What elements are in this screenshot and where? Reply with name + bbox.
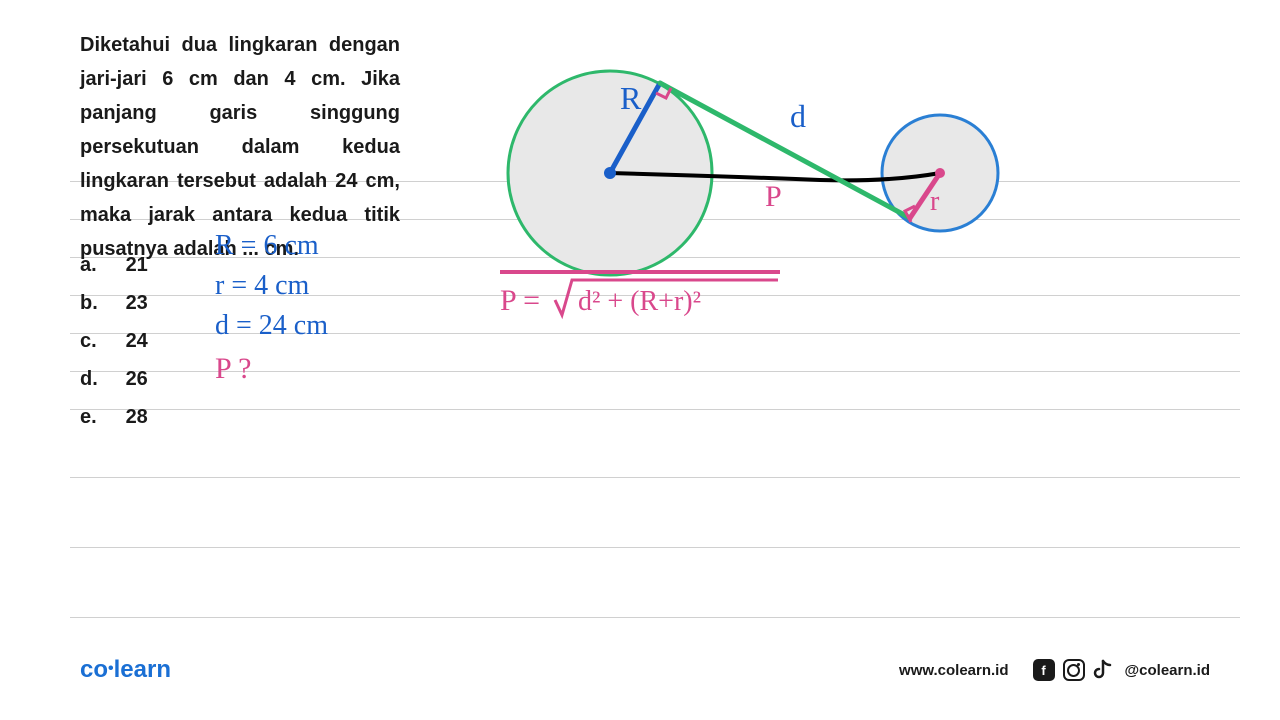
option-e: e. 28 bbox=[80, 406, 148, 429]
label-P: P bbox=[765, 180, 782, 214]
social-icons: f @colearn.id bbox=[1033, 659, 1210, 681]
option-letter: e. bbox=[80, 406, 120, 429]
tiktok-icon bbox=[1093, 659, 1113, 681]
tangent-circles-diagram: R d P r bbox=[470, 58, 1050, 288]
option-letter: c. bbox=[80, 330, 120, 353]
logo-co: co bbox=[80, 656, 108, 683]
ruled-line bbox=[70, 617, 1240, 618]
option-value: 26 bbox=[126, 368, 148, 390]
given-r: r = 4 cm bbox=[215, 270, 309, 302]
option-value: 23 bbox=[126, 292, 148, 314]
center-dot-big bbox=[604, 167, 616, 179]
option-value: 28 bbox=[126, 406, 148, 428]
ruled-line bbox=[70, 409, 1240, 410]
formula-text: P = bbox=[500, 284, 540, 317]
diagram-svg bbox=[470, 58, 1050, 288]
given-P: P ? bbox=[215, 352, 251, 386]
option-b: b. 23 bbox=[80, 292, 148, 315]
colearn-logo: co•learn bbox=[80, 656, 171, 684]
option-value: 21 bbox=[126, 254, 148, 276]
formula-area: P = d² + (R+r)² bbox=[500, 270, 800, 331]
option-letter: a. bbox=[80, 254, 120, 277]
option-letter: b. bbox=[80, 292, 120, 315]
ruled-line bbox=[70, 477, 1240, 478]
social-handle: @colearn.id bbox=[1125, 662, 1210, 679]
label-R: R bbox=[620, 80, 641, 117]
label-d: d bbox=[790, 98, 806, 135]
page-content: Diketahui dua lingkaran dengan jari-jari… bbox=[0, 0, 1280, 720]
option-a: a. 21 bbox=[80, 254, 148, 277]
footer-right: www.colearn.id f @colearn.id bbox=[899, 659, 1210, 681]
center-dot-small bbox=[935, 168, 945, 178]
logo-dot-icon: • bbox=[108, 660, 114, 678]
given-R: R = 6 cm bbox=[215, 230, 319, 262]
website-url: www.colearn.id bbox=[899, 662, 1008, 679]
label-r: r bbox=[930, 186, 939, 218]
option-c: c. 24 bbox=[80, 330, 148, 353]
given-d: d = 24 cm bbox=[215, 310, 328, 342]
option-letter: d. bbox=[80, 368, 120, 391]
option-value: 24 bbox=[126, 330, 148, 352]
option-d: d. 26 bbox=[80, 368, 148, 391]
logo-learn: learn bbox=[114, 656, 171, 683]
page-footer: co•learn www.colearn.id f @colearn.id bbox=[0, 650, 1280, 690]
instagram-icon bbox=[1063, 659, 1085, 681]
ruled-line bbox=[70, 547, 1240, 548]
formula-radicand: d² + (R+r)² bbox=[578, 286, 701, 317]
facebook-icon: f bbox=[1033, 659, 1055, 681]
formula-svg: P = d² + (R+r)² bbox=[500, 270, 800, 326]
